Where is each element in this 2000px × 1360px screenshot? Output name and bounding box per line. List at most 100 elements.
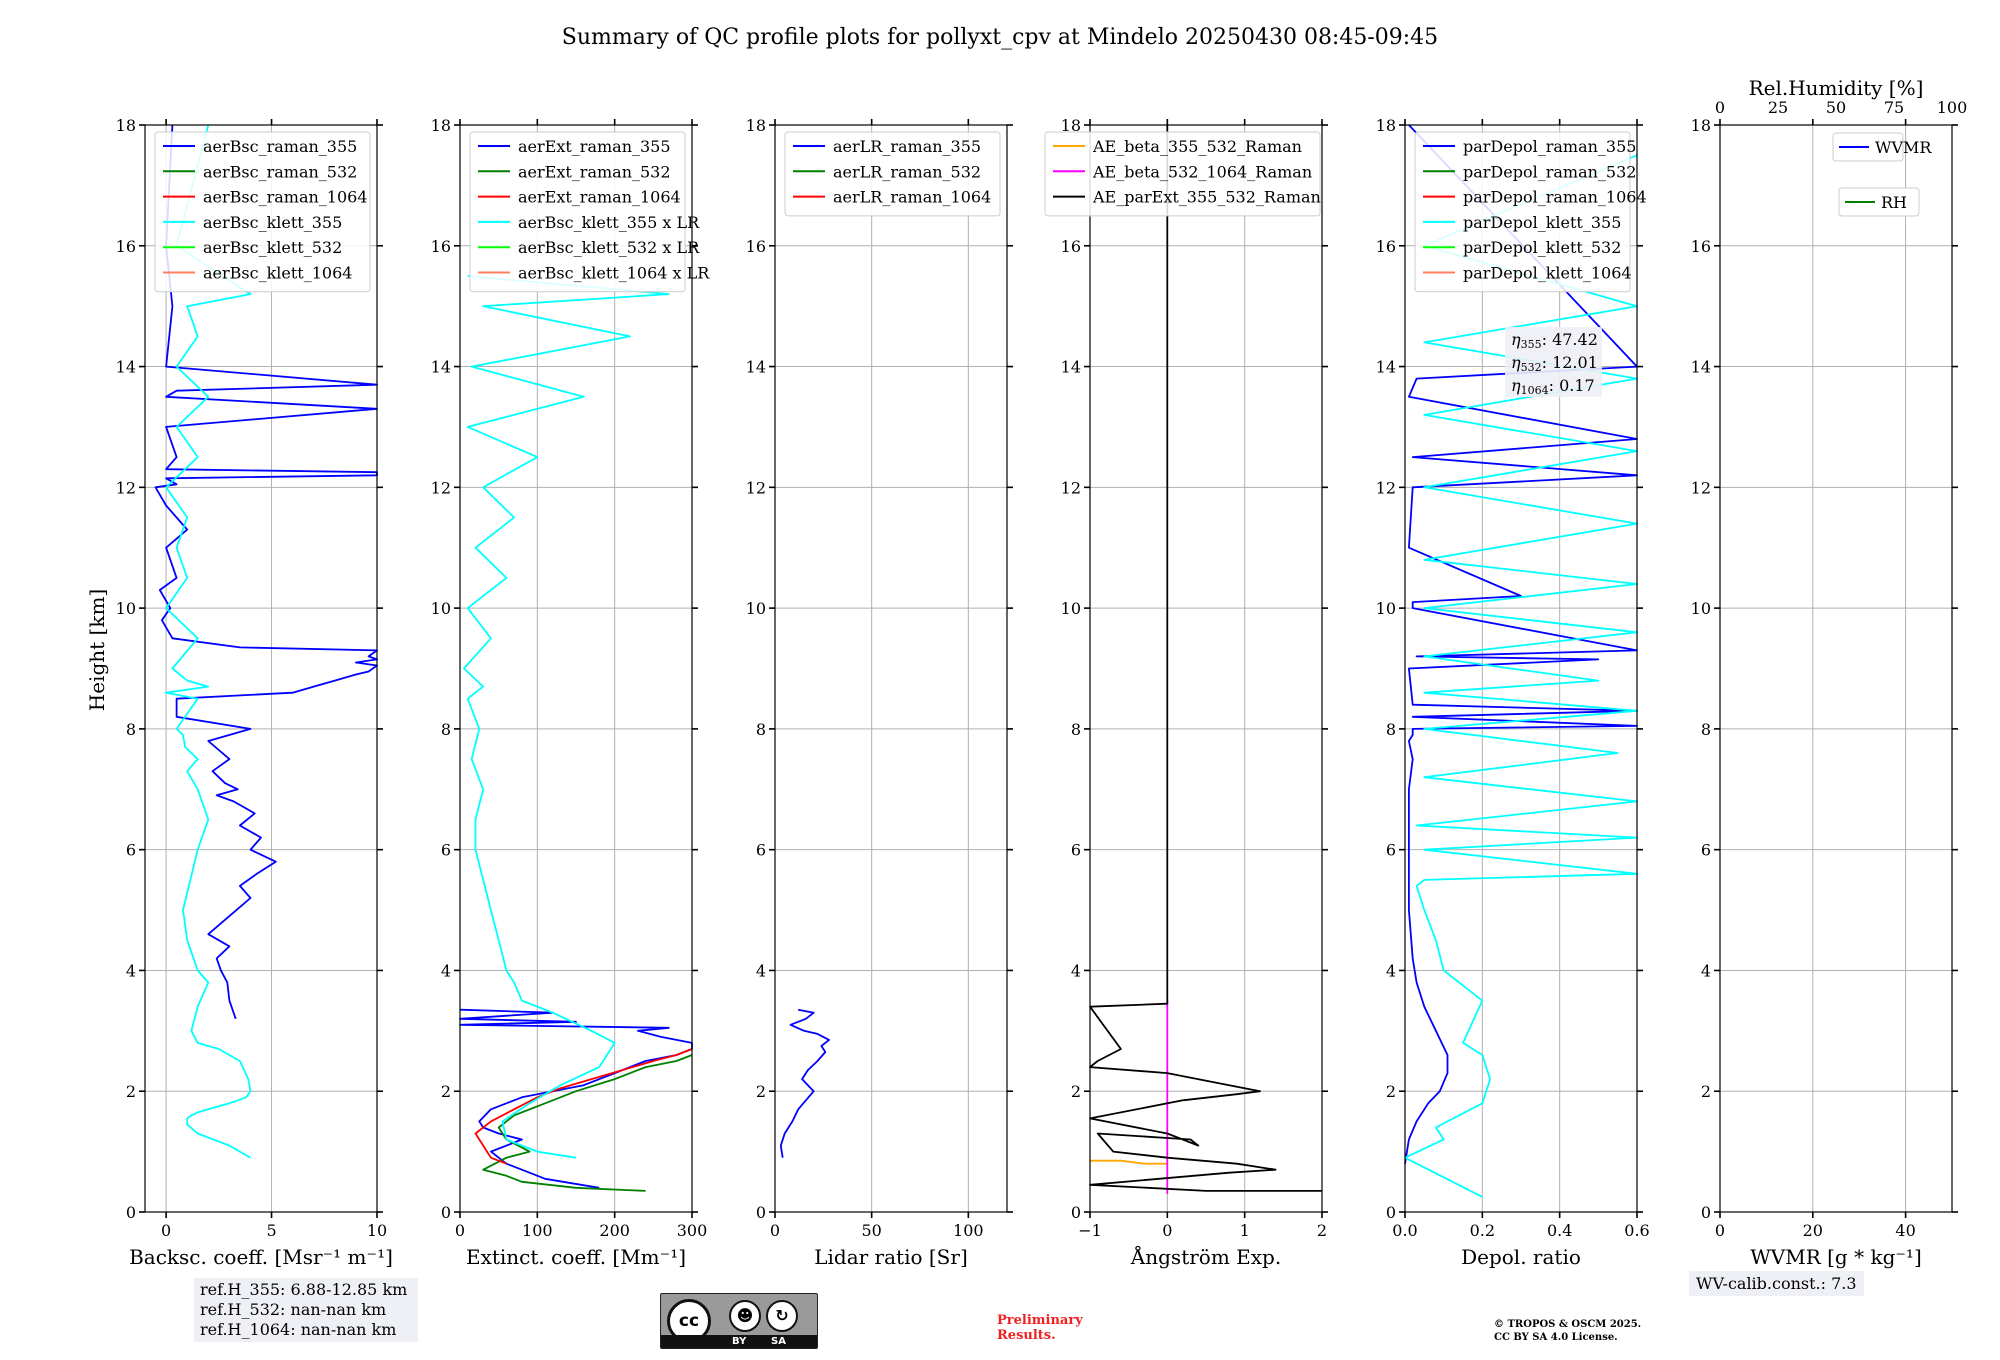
x-axis-label: WVMR [g * kg⁻¹] [1750,1245,1922,1269]
legend-label-aerBsc_klett_355 x LR: aerBsc_klett_355 x LR [518,213,700,232]
legend-box [469,131,686,293]
sa-label: SA [771,1336,786,1347]
y-tick-label: 12 [1691,478,1711,497]
y-tick-label: 0 [126,1203,136,1222]
y-tick-label: 10 [1061,599,1081,618]
preliminary-line-2: Results. [997,1328,1056,1343]
x-tick-label: −1 [1078,1221,1102,1240]
eta-box [1505,327,1602,397]
legend-label-parDepol_raman_532: parDepol_raman_532 [1463,162,1636,181]
y-tick-label: 2 [1386,1082,1396,1101]
legend-label-aerExt_raman_355: aerExt_raman_355 [518,137,671,156]
legend-label-aerLR_raman_355: aerLR_raman_355 [833,137,981,156]
y-tick-label: 8 [126,720,136,739]
reference-height-box: ref.H_355: 6.88-12.85 km ref.H_532: nan-… [194,1278,418,1342]
ref-height-1064: ref.H_1064: nan-nan km [200,1320,397,1339]
top-x-tick-label: 50 [1826,98,1846,117]
y-tick-label: 4 [441,961,451,980]
x-tick-label: 40 [1895,1221,1915,1240]
legend-label-AE_parExt_355_532_Raman: AE_parExt_355_532_Raman [1092,188,1321,207]
y-tick-label: 18 [1061,116,1081,135]
y-tick-label: 8 [756,720,766,739]
x-tick-label: 1 [1240,1221,1250,1240]
eta-line: η1064: 0.17 [1511,376,1595,397]
axes-frame [144,124,378,1213]
person-icon: ☻ [729,1300,761,1332]
legend-label-parDepol_klett_532: parDepol_klett_532 [1463,238,1621,257]
x-tick-label: 100 [522,1221,553,1240]
y-tick-label: 10 [1691,599,1711,618]
copyright-line-1: © TROPOS & OSCM 2025. [1494,1319,1642,1330]
y-tick-label: 6 [1071,841,1081,860]
y-tick-label: 18 [431,116,451,135]
y-tick-label: 18 [746,116,766,135]
y-axis-label: Height [km] [85,589,109,711]
y-tick-label: 14 [1691,358,1711,377]
y-tick-label: 6 [441,841,451,860]
x-tick-label: 100 [953,1221,984,1240]
top-x-axis-label: Rel.Humidity [%] [1749,76,1924,100]
y-tick-label: 2 [126,1082,136,1101]
series-line-aerBsc_klett_355 [165,124,252,1159]
y-tick-label: 12 [431,478,451,497]
x-tick-label: 0 [770,1221,780,1240]
y-tick-label: 12 [746,478,766,497]
preliminary-line-1: Preliminary [997,1313,1083,1328]
y-tick-label: 4 [756,961,766,980]
legend-box [1044,131,1321,217]
y-tick-label: 16 [746,237,766,256]
legend-label-aerBsc_klett_532: aerBsc_klett_532 [203,238,342,257]
panel-extinction: 0 2 4 6 8 10 12 14 16 18 0 100 200 300 Extinct. coeff.… [431,116,711,1269]
x-tick-label: 50 [861,1221,881,1240]
y-tick-label: 12 [116,478,136,497]
y-tick-label: 16 [1061,237,1081,256]
legend-box [1414,131,1631,293]
y-tick-label: 18 [116,116,136,135]
y-tick-label: 16 [431,237,451,256]
x-axis-label: Depol. ratio [1461,1245,1581,1269]
legend-label-aerBsc_klett_532 x LR: aerBsc_klett_532 x LR [518,238,700,257]
ref-height-532: ref.H_532: nan-nan km [200,1300,387,1319]
legend-label-aerExt_raman_1064: aerExt_raman_1064 [518,188,681,207]
axes-frame [774,124,1008,1213]
axes-frame [459,124,693,1213]
legend: AE_beta_355_532_Raman AE_beta_532_1064_Ra… [1044,131,1321,217]
figure-title: Summary of QC profile plots for pollyxt_… [562,25,1438,50]
top-x-tick-label: 75 [1884,98,1904,117]
y-tick-label: 0 [441,1203,451,1222]
series-line-aerExt_raman_355 [459,1008,693,1189]
y-tick-label: 18 [1691,116,1711,135]
y-tick-label: 2 [1701,1082,1711,1101]
panel-depol: 0 2 4 6 8 10 12 14 16 18 0.0 0.2 0.4 0.6 Depol. ratio p… [1376,116,1650,1269]
ref-height-355: ref.H_355: 6.88-12.85 km [200,1280,408,1299]
y-tick-label: 6 [756,841,766,860]
legend-box [154,131,371,293]
by-label: BY [732,1336,747,1347]
eta-line: η355: 47.42 [1511,330,1598,351]
y-tick-label: 14 [1376,358,1396,377]
y-tick-label: 0 [756,1203,766,1222]
legend-label-aerBsc_raman_355: aerBsc_raman_355 [203,137,357,156]
x-tick-label: 0.6 [1624,1221,1649,1240]
y-tick-label: 10 [746,599,766,618]
x-tick-label: 10 [367,1221,387,1240]
axes-frame [1089,124,1323,1213]
x-tick-label: 20 [1803,1221,1823,1240]
wv-calibration-box: WV-calib.const.: 7.3 [1689,1271,1864,1296]
copyright-note: © TROPOS & OSCM 2025. CC BY SA 4.0 Licen… [1494,1318,1641,1344]
legend: WVMR RH [1832,132,1932,217]
x-tick-label: 0 [455,1221,465,1240]
y-tick-label: 6 [1701,841,1711,860]
legend-label-aerBsc_raman_1064: aerBsc_raman_1064 [203,188,368,207]
x-tick-label: 0 [161,1221,171,1240]
legend-label-WVMR: WVMR [1875,138,1932,157]
x-tick-label: 0 [1715,1221,1725,1240]
y-tick-label: 14 [746,358,766,377]
legend: parDepol_raman_355 parDepol_raman_532 parD… [1414,131,1647,293]
x-tick-label: 0.2 [1470,1221,1495,1240]
axes-frame [1404,124,1638,1213]
legend-label-aerBsc_raman_532: aerBsc_raman_532 [203,162,357,181]
y-tick-label: 16 [1376,237,1396,256]
